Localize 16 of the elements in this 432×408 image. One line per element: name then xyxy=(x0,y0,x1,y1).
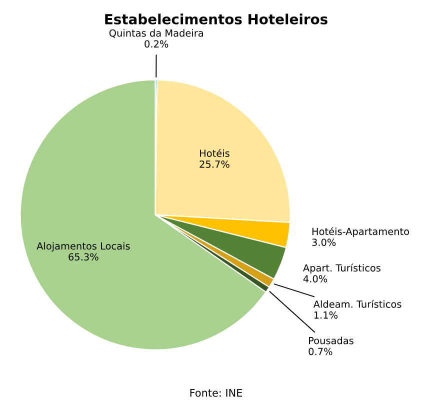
slice-label: Aldeam. Turísticos xyxy=(313,300,402,308)
chart-title: Estabelecimentos Hoteleiros xyxy=(105,14,328,24)
data-label: 0.7% xyxy=(308,348,332,356)
slice-label: Quintas da Madeira xyxy=(109,29,203,38)
source-note: Fonte: INE xyxy=(190,389,242,397)
data-label: 3.0% xyxy=(312,238,336,246)
data-label: 1.1% xyxy=(314,311,338,319)
slice-label: Hotéis-Apartamento xyxy=(312,227,409,237)
slice-label: Alojamentos Locais xyxy=(36,242,130,252)
slice-label: Pousadas xyxy=(309,336,354,344)
data-label: 65.3% xyxy=(68,253,98,261)
data-label: 0.2% xyxy=(144,40,168,48)
data-label: 4.0% xyxy=(303,275,328,282)
slice-label: Hotéis xyxy=(200,149,230,157)
slice-label: Apart. Turísticos xyxy=(303,264,380,274)
data-label: 25.7% xyxy=(200,160,230,168)
